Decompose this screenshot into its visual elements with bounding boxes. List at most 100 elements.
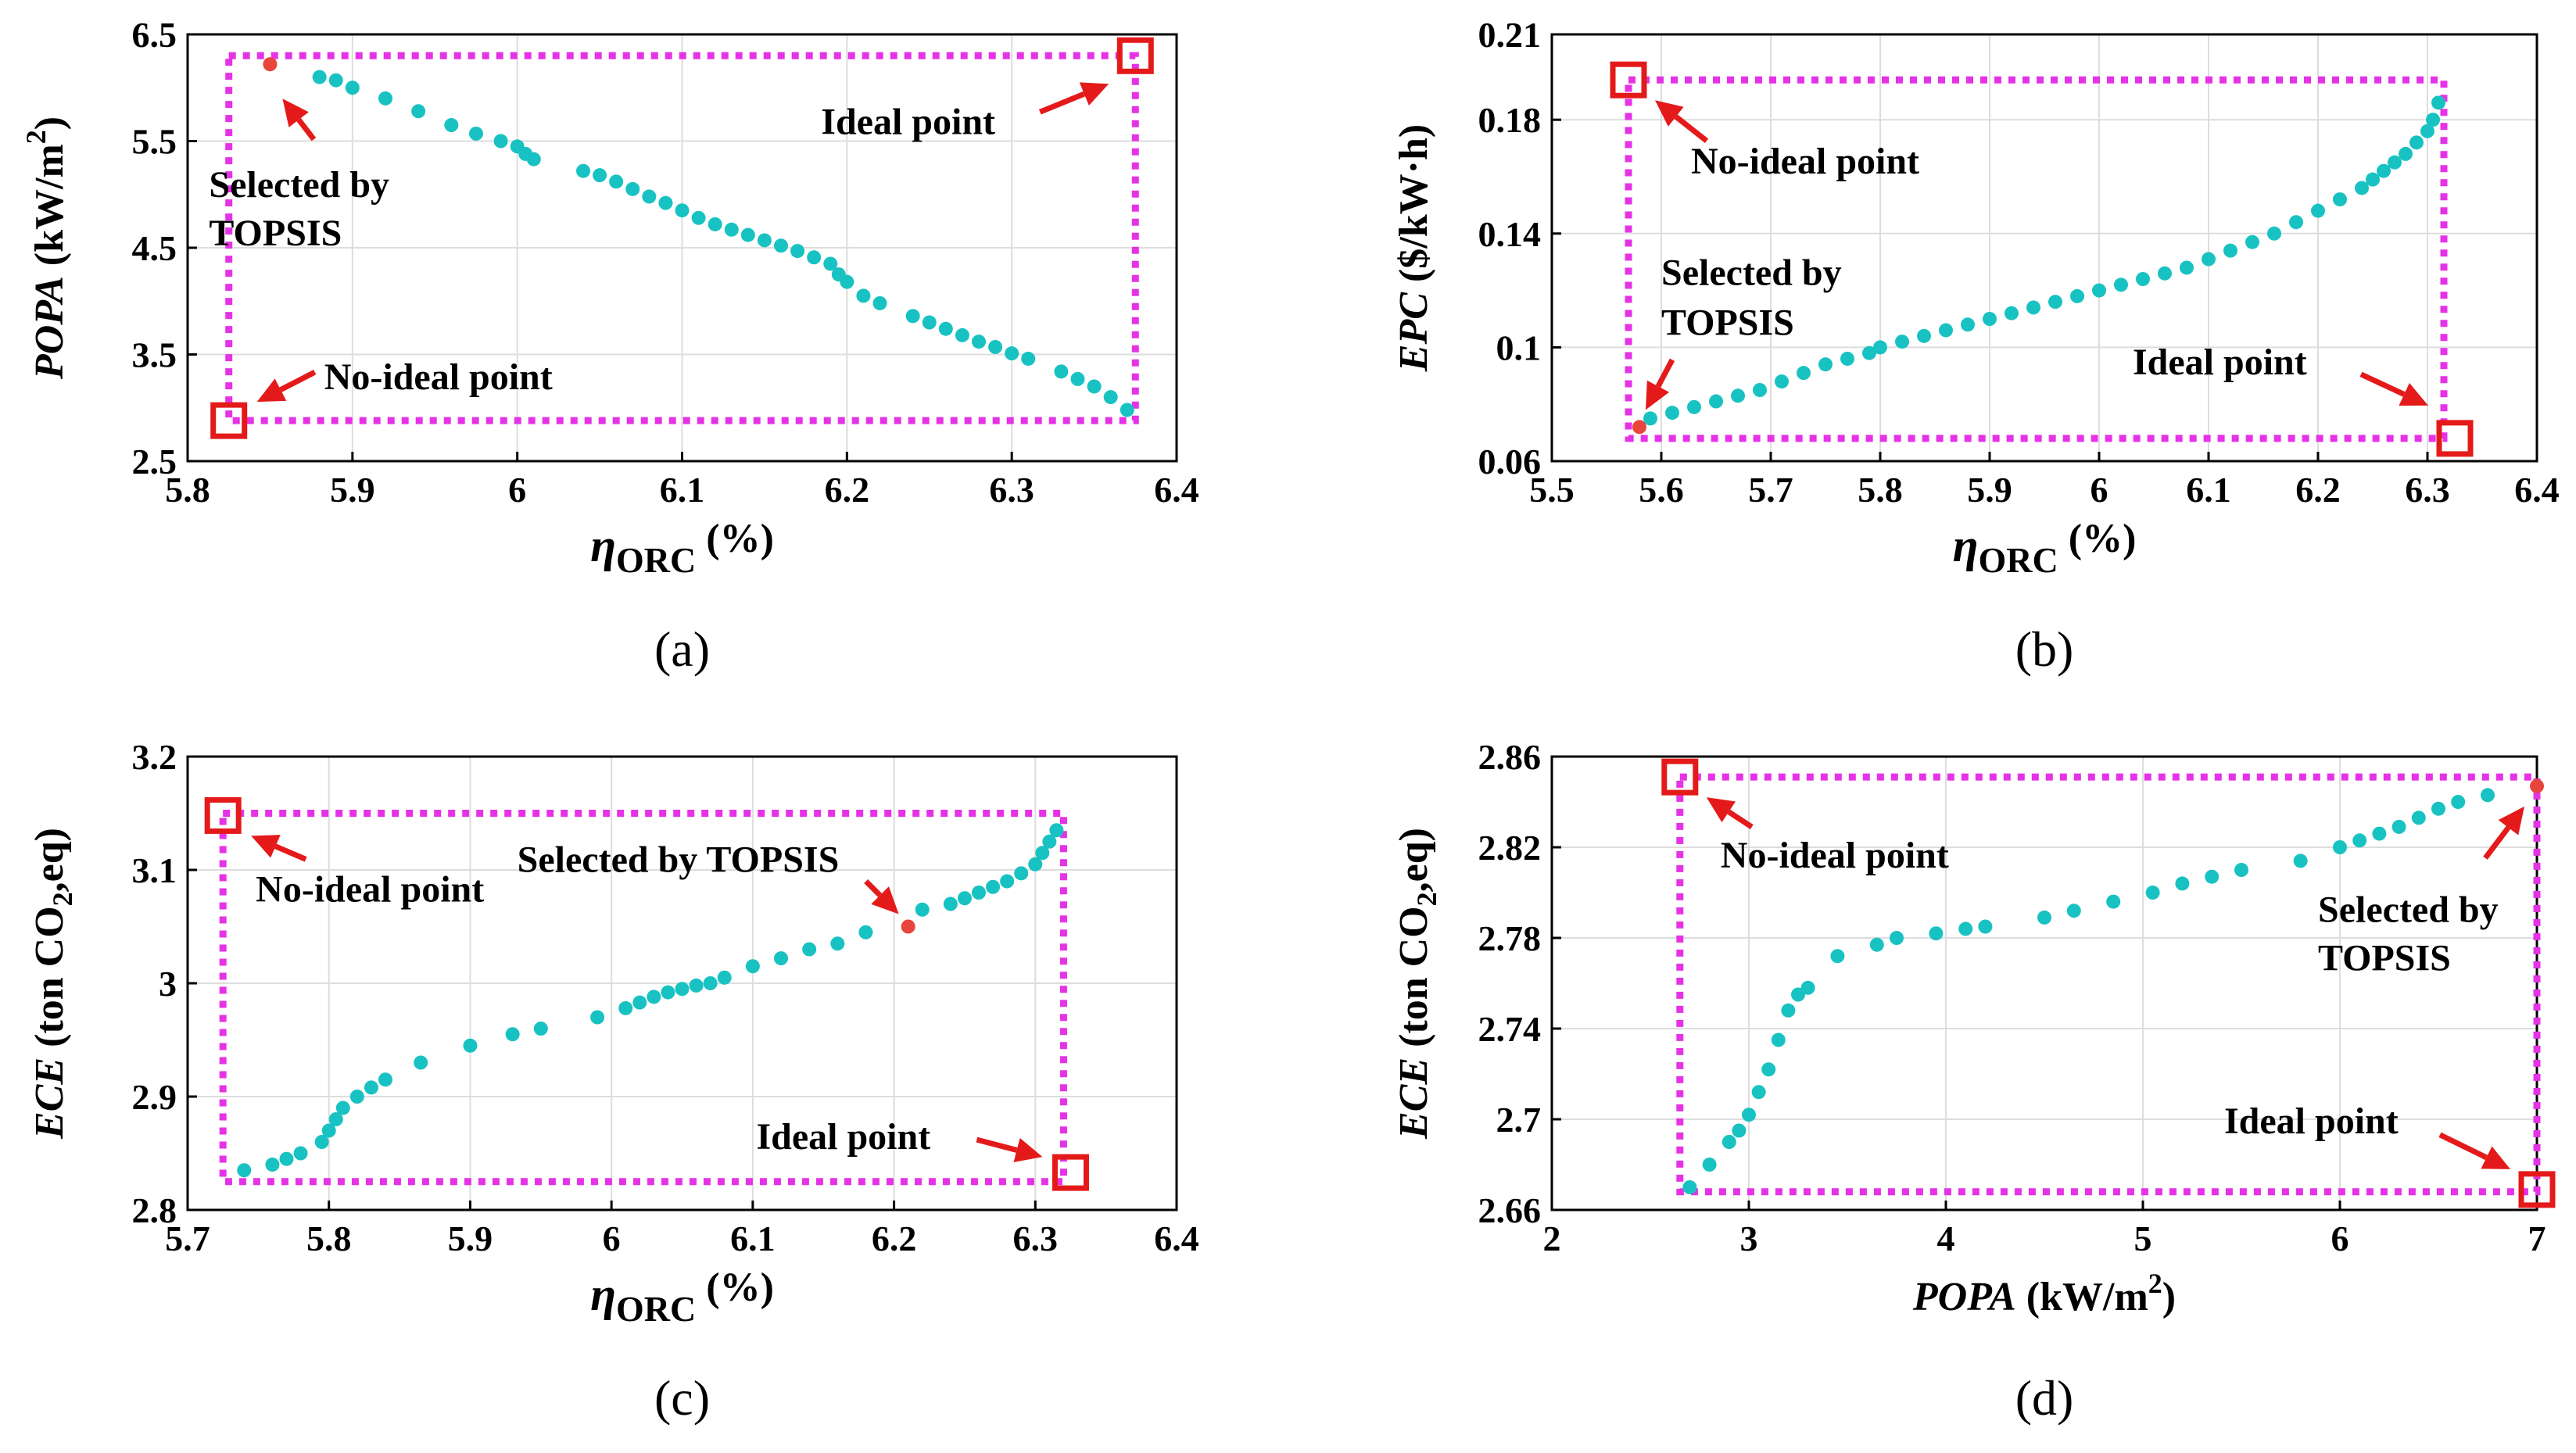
x-axis-label-unit: (%): [696, 1265, 774, 1310]
panel-label: (a): [654, 621, 710, 677]
frontier-point: [632, 995, 647, 1010]
no-ideal-point-label: No-ideal point: [324, 356, 553, 398]
frontier-point: [2377, 163, 2391, 178]
frontier-point: [2481, 788, 2495, 803]
frontier-point: [2420, 123, 2434, 138]
frontier-point: [858, 925, 873, 939]
frontier-point: [1722, 1135, 1736, 1149]
frontier-point: [593, 168, 607, 183]
y-tick-label: 2.7: [1496, 1100, 1542, 1140]
frontier-point: [1042, 834, 1057, 849]
y-axis-label-italic: EPC: [1392, 292, 1436, 372]
frontier-point: [1958, 922, 1973, 936]
x-axis-label-unit: (%): [696, 517, 774, 561]
x-axis-label-symbol: η: [1953, 520, 1979, 571]
y-tick-label: 0.06: [1478, 442, 1542, 481]
frontier-point: [411, 104, 426, 119]
frontier-point: [2205, 869, 2220, 884]
selected-arrow-head: [282, 98, 309, 127]
frontier-point: [505, 1027, 520, 1042]
y-tick-label: 6.5: [132, 15, 177, 55]
selected-label-line2: TOPSIS: [209, 213, 342, 254]
frontier-point: [1753, 383, 1767, 397]
selected-arrow-head: [1646, 380, 1670, 410]
frontier-point: [840, 274, 854, 289]
frontier-point: [675, 982, 690, 997]
x-axis-label-subscript: ORC: [616, 1289, 696, 1329]
frontier-point: [1890, 931, 1904, 945]
y-tick-label: 2.8: [132, 1190, 177, 1230]
y-axis-label-close: ,eq): [1392, 828, 1436, 892]
y-tick-label: 3: [159, 964, 177, 1004]
selected-label: Selected by TOPSIS: [518, 839, 840, 881]
frontier-point: [1049, 823, 1064, 838]
frontier-point: [1103, 390, 1118, 405]
frontier-point: [2391, 819, 2406, 834]
frontier-point: [2026, 300, 2040, 315]
y-tick-label: 3.2: [132, 737, 177, 777]
frontier-point: [265, 1158, 280, 1172]
ideal-arrow-head: [1079, 82, 1109, 106]
y-tick-label: 2.5: [132, 442, 177, 481]
selected-label-line1: Selected by: [209, 164, 389, 206]
y-axis-label: ECE (ton CO2,eq): [1392, 828, 1442, 1140]
frontier-point: [312, 70, 327, 84]
x-axis-label-unit: (%): [2058, 517, 2137, 561]
frontier-point: [2293, 854, 2308, 868]
y-axis-label: EPC ($/kW·h): [1392, 124, 1436, 372]
frontier-point: [790, 244, 805, 259]
frontier-point: [2399, 146, 2413, 161]
no-ideal-arrow-shaft: [279, 370, 317, 392]
axes-frame: [1550, 33, 2538, 463]
frontier-point: [625, 181, 640, 196]
y-tick-label: 0.1: [1496, 327, 1542, 367]
frontier-point: [533, 1022, 548, 1036]
y-tick-label: 3.1: [132, 850, 177, 890]
no-ideal-point-label: No-ideal point: [256, 868, 484, 910]
selected-point: [263, 57, 278, 72]
frontier-point: [675, 203, 690, 218]
ideal-point-label: Ideal point: [756, 1116, 930, 1158]
frontier-point: [2037, 910, 2051, 925]
frontier-point: [609, 174, 624, 189]
ideal-arrow-shaft: [1038, 91, 1086, 115]
y-axis-label-italic: ECE: [27, 1058, 72, 1140]
x-tick-label: 6.1: [730, 1219, 776, 1258]
panel-c: 5.7 5.8 5.9 6 6.1 6.2 6.3 6.4 2.8 2.9 3 3.1 3.2 ηORC …: [27, 737, 1199, 1426]
frontier-point: [293, 1146, 308, 1161]
frontier-point: [642, 189, 657, 204]
frontier-point: [2426, 113, 2440, 127]
frontier-point: [691, 210, 706, 225]
frontier-point: [1702, 1158, 1717, 1172]
ideal-arrow-shaft: [2438, 1132, 2488, 1161]
y-tick-label: 2.74: [1478, 1009, 1542, 1049]
frontier-point: [1751, 1085, 1766, 1100]
x-axis-label-italic: POPA: [1912, 1275, 2016, 1319]
frontier-point: [1709, 394, 1723, 409]
frontier-point: [1939, 323, 1953, 338]
frontier-point: [2411, 811, 2426, 825]
x-tick-label: 6: [603, 1219, 621, 1258]
ideal-arrow-head: [2399, 383, 2428, 406]
ideal-point-label: Ideal point: [2133, 342, 2307, 383]
frontier-point: [2355, 181, 2369, 195]
y-axis-label-unit: ($/kW·h): [1392, 124, 1436, 292]
frontier-point: [314, 1135, 329, 1149]
frontier-point: [1791, 987, 1805, 1002]
frontier-point: [1035, 846, 1050, 861]
y-axis-label-close: ): [27, 116, 72, 130]
frontier-point: [1665, 406, 1679, 421]
ideal-point-marker: [1116, 37, 1154, 74]
frontier-point: [493, 134, 508, 149]
no-ideal-point-marker: [204, 796, 242, 834]
selected-arrow-head: [871, 886, 899, 914]
frontier-point: [1895, 335, 1909, 349]
x-tick-label: 6.3: [1013, 1219, 1059, 1258]
panel-label: (b): [2015, 621, 2074, 677]
selected-arrow-shaft: [1655, 358, 1675, 388]
x-tick-label: 6.2: [872, 1219, 917, 1258]
frontier-point: [378, 1072, 392, 1087]
x-axis-label: ηORC (%): [590, 517, 774, 580]
frontier-point: [2202, 252, 2216, 267]
